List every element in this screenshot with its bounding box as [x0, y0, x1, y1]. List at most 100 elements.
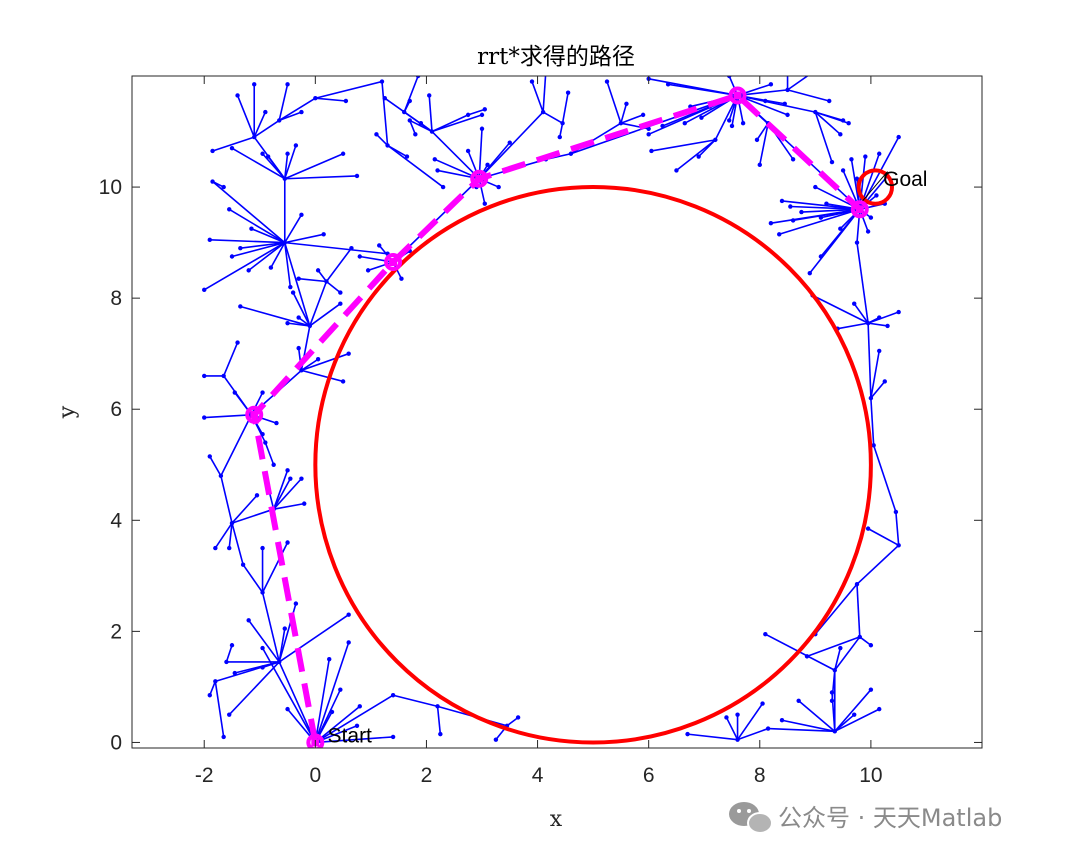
tree-node [293, 143, 299, 148]
path-waypoint [728, 86, 747, 105]
tree-edge [273, 478, 303, 510]
tree-edge [870, 350, 881, 399]
tree-node [824, 201, 829, 206]
tree-node [271, 462, 276, 467]
tree-node [757, 162, 762, 168]
path-waypoint [470, 169, 489, 188]
tree-edge [228, 522, 233, 549]
tree-node [293, 601, 299, 606]
tree-node [727, 76, 732, 79]
tree-node [288, 476, 293, 481]
tree-node [404, 154, 410, 159]
tree-node [338, 301, 343, 306]
tree-node [868, 687, 874, 692]
tree-edge [261, 542, 289, 593]
tree-edge [253, 111, 267, 138]
tree-edge [301, 358, 319, 372]
tree-edge [431, 114, 483, 133]
tree-node [299, 212, 304, 218]
tree-node [221, 734, 226, 740]
tree-node [852, 712, 857, 717]
tree-node [760, 701, 765, 706]
tree-edge [436, 706, 442, 735]
tree-edge [309, 303, 341, 327]
x-tick-label: 6 [643, 764, 655, 787]
tree-edge [867, 311, 899, 324]
path-waypoint-core [475, 174, 484, 183]
tree-node [246, 268, 251, 273]
tree-node [413, 132, 418, 137]
tree-node [338, 290, 343, 295]
tree-edge [867, 322, 888, 327]
tree-node [529, 79, 535, 84]
tree-edge [214, 681, 225, 738]
tree-node [696, 154, 701, 159]
tree-node [479, 126, 485, 131]
tree-edge [831, 692, 836, 732]
tree-edge [314, 642, 350, 743]
watermark: 公众号 · 天天Matlab [729, 802, 1002, 834]
y-axis-label: y [55, 405, 80, 419]
tree-edge [231, 147, 286, 180]
tree-node [790, 218, 796, 223]
tree-edge [212, 136, 255, 152]
tree-node [818, 215, 824, 220]
tree-node [260, 645, 265, 651]
tree-node [299, 109, 304, 115]
tree-edge [812, 294, 869, 324]
tree-node [238, 304, 243, 309]
tree-node [768, 220, 774, 226]
tree-edge [725, 717, 739, 741]
tree-node [285, 320, 290, 326]
tree-node [777, 232, 782, 237]
tree-edge [467, 108, 486, 116]
tree-edge [834, 714, 855, 732]
tree-edge [736, 703, 764, 741]
tree-edge [737, 727, 769, 741]
tree-node [788, 204, 793, 209]
tree-edge [859, 636, 872, 646]
tree-node [315, 357, 321, 362]
tree-edge [768, 727, 835, 733]
tree-node [807, 270, 812, 276]
tree-node [377, 243, 382, 248]
tree-node [838, 645, 843, 651]
tree-edge [814, 583, 858, 635]
tree-edge [220, 475, 233, 524]
tree-node [482, 107, 487, 112]
tree-edge [856, 544, 900, 585]
tree-node [227, 207, 232, 212]
tree-node [649, 148, 654, 154]
tree-node [865, 229, 871, 234]
tree-edge [542, 111, 563, 124]
tree-node [207, 237, 212, 243]
tree-edge [278, 84, 289, 121]
tree-node [265, 154, 271, 159]
tree-node [254, 493, 260, 498]
tree-node [354, 723, 360, 728]
tree-node [496, 184, 501, 190]
tree-node [238, 245, 243, 251]
tree-node [232, 670, 237, 676]
path-waypoint-core [733, 91, 742, 100]
tree-node [418, 121, 424, 126]
tree-edge [231, 241, 285, 258]
tree-edge [814, 111, 833, 163]
tree-node [288, 284, 293, 290]
tree-edge [283, 242, 292, 288]
tree-edge [284, 214, 303, 244]
tree-node [382, 96, 387, 101]
tree-node [235, 93, 240, 98]
tree-edge [248, 241, 286, 272]
x-tick-label: 8 [754, 764, 766, 787]
x-tick-label: 10 [859, 764, 882, 787]
tree-node [604, 79, 610, 84]
tree-node [790, 157, 796, 162]
tree-edge [236, 95, 255, 138]
tree-node [727, 118, 732, 123]
tree-edge [778, 208, 861, 236]
tree-node [227, 545, 232, 551]
tree-edge [262, 661, 280, 669]
tree-node [829, 690, 835, 695]
tree-edge [736, 95, 744, 124]
